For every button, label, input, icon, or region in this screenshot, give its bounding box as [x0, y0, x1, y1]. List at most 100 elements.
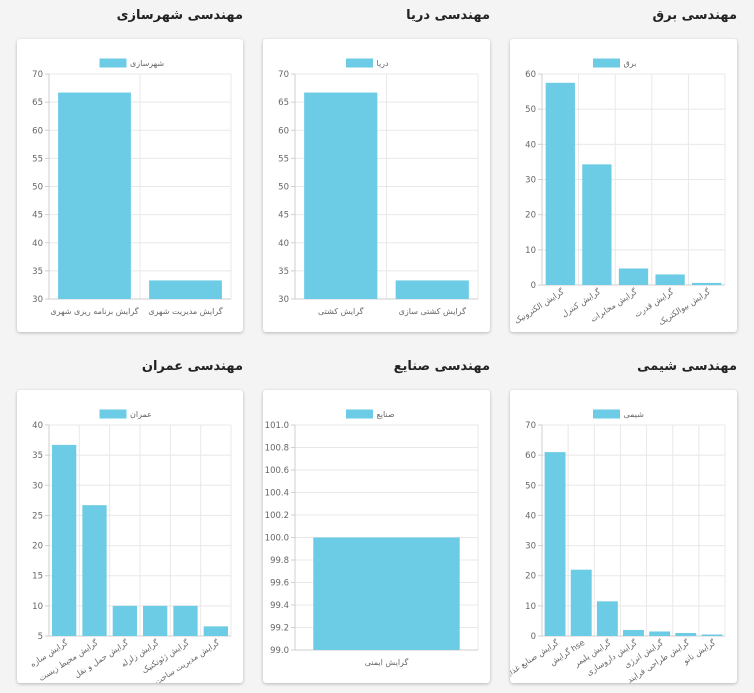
chart-title: مهندسی عمران — [141, 359, 243, 374]
y-tick-label: 35 — [278, 267, 289, 277]
y-tick-label: 99.0 — [270, 646, 289, 656]
y-tick-label: 30 — [525, 176, 536, 186]
chart-svg: صنایع 99.0 99.2 99.4 99.6 99.8 100.0 100.2 100.4… — [265, 409, 479, 667]
legend-swatch — [346, 409, 373, 419]
chart-title: مهندسی شیمی — [637, 359, 737, 374]
y-tick-label: 50 — [32, 183, 43, 193]
legend-swatch — [346, 58, 373, 68]
y-tick-label: 40 — [278, 239, 289, 249]
chart-svg: دریا 30 35 40 45 50 55 60 65 70 گرایش کشتی گرایش کش… — [278, 58, 479, 316]
y-tick-label: 45 — [32, 211, 43, 221]
bar — [304, 92, 378, 299]
legend: شیمی — [593, 409, 645, 419]
legend-label: دریا — [377, 59, 390, 68]
y-tick-label: 0 — [531, 281, 536, 291]
chart-card: شیمی 0 10 20 30 40 50 60 70 گرایش صنایع غذایی گرای… — [510, 390, 737, 683]
y-tick-label: 10 — [525, 246, 536, 256]
y-tick-label: 45 — [278, 211, 289, 221]
chart-card: عمران 5 10 15 20 25 30 35 40 گرایش سازه گرایش محیط… — [17, 390, 243, 683]
legend-swatch — [593, 409, 620, 419]
y-tick-label: 55 — [32, 154, 43, 164]
bar — [149, 280, 222, 299]
y-tick-label: 60 — [32, 126, 43, 136]
legend: عمران — [99, 409, 152, 419]
chart-title: مهندسی برق — [652, 8, 738, 23]
y-tick-label: 0 — [531, 632, 536, 642]
legend: برق — [593, 58, 637, 68]
y-tick-label: 99.2 — [270, 624, 289, 634]
bar — [675, 632, 697, 636]
bar — [313, 537, 460, 650]
legend-label: صنایع — [377, 410, 395, 419]
y-tick-label: 60 — [525, 70, 536, 80]
legend-label: عمران — [130, 410, 152, 419]
bar — [544, 452, 566, 636]
y-tick-label: 100.2 — [265, 511, 289, 521]
y-tick-label: 30 — [278, 295, 289, 305]
y-tick-label: 99.8 — [270, 556, 289, 566]
y-tick-label: 50 — [525, 481, 536, 491]
legend-label: برق — [624, 59, 637, 68]
y-tick-label: 30 — [525, 542, 536, 552]
y-tick-label: 10 — [32, 602, 43, 612]
y-tick-label: 70 — [278, 70, 289, 80]
x-tick-label: گرایش کشتی سازی — [399, 306, 466, 316]
bar — [701, 634, 723, 636]
chart-card: دریا 30 35 40 45 50 55 60 65 70 گرایش کشتی گرایش کش… — [263, 39, 490, 332]
y-tick-label: 40 — [525, 511, 536, 521]
y-tick-label: 40 — [525, 140, 536, 150]
bar — [173, 605, 198, 636]
x-tick-label: گرایش ایمنی — [365, 657, 409, 667]
legend: دریا — [346, 58, 390, 68]
bar — [570, 569, 592, 636]
y-tick-label: 20 — [525, 211, 536, 221]
legend-label: شیمی — [624, 410, 645, 419]
y-tick-label: 20 — [32, 542, 43, 552]
x-tick-label: گرایش حمل و نقل — [72, 637, 130, 679]
y-tick-label: 70 — [525, 421, 536, 431]
chart-card: صنایع 99.0 99.2 99.4 99.6 99.8 100.0 100.2 100.4… — [263, 390, 490, 683]
y-tick-label: 35 — [32, 267, 43, 277]
y-tick-label: 30 — [32, 295, 43, 305]
y-tick-label: 101.0 — [265, 421, 289, 431]
bar — [112, 605, 137, 636]
legend: صنایع — [346, 409, 395, 419]
bar — [649, 631, 671, 636]
legend-swatch — [99, 409, 127, 419]
bar — [82, 505, 107, 636]
y-tick-label: 65 — [278, 98, 289, 108]
legend-swatch — [99, 58, 127, 68]
x-tick-label: گرایش برنامه ریزی شهری — [50, 306, 138, 316]
y-tick-label: 25 — [32, 511, 43, 521]
y-tick-label: 99.6 — [270, 579, 289, 589]
bar — [618, 268, 649, 285]
y-tick-label: 10 — [525, 602, 536, 612]
legend-swatch — [593, 58, 620, 68]
bar — [692, 282, 722, 285]
y-tick-label: 35 — [32, 451, 43, 461]
y-tick-label: 65 — [32, 98, 43, 108]
bar — [143, 605, 168, 636]
chart-title: مهندسی صنایع — [393, 359, 490, 374]
y-tick-label: 5 — [38, 632, 43, 642]
y-tick-label: 100.4 — [265, 489, 289, 499]
x-tick-label: گرایش الکترونیک — [512, 286, 565, 326]
y-tick-label: 60 — [278, 126, 289, 136]
y-tick-label: 40 — [32, 421, 43, 431]
y-tick-label: 60 — [525, 451, 536, 461]
chart-svg: شهرسازی 30 35 40 45 50 55 60 65 70 گرایش برنامه ری… — [32, 58, 232, 316]
x-tick-label: گرایش کشتی — [318, 306, 364, 316]
bar — [623, 629, 644, 636]
bar — [203, 626, 228, 636]
bar — [545, 82, 575, 285]
y-tick-label: 100.8 — [265, 444, 289, 454]
bar — [395, 280, 469, 299]
y-tick-label: 50 — [525, 105, 536, 115]
y-tick-label: 20 — [525, 572, 536, 582]
y-tick-label: 30 — [32, 481, 43, 491]
bar — [655, 274, 685, 285]
x-tick-label: گرایش مدیریت شهری — [148, 306, 222, 316]
